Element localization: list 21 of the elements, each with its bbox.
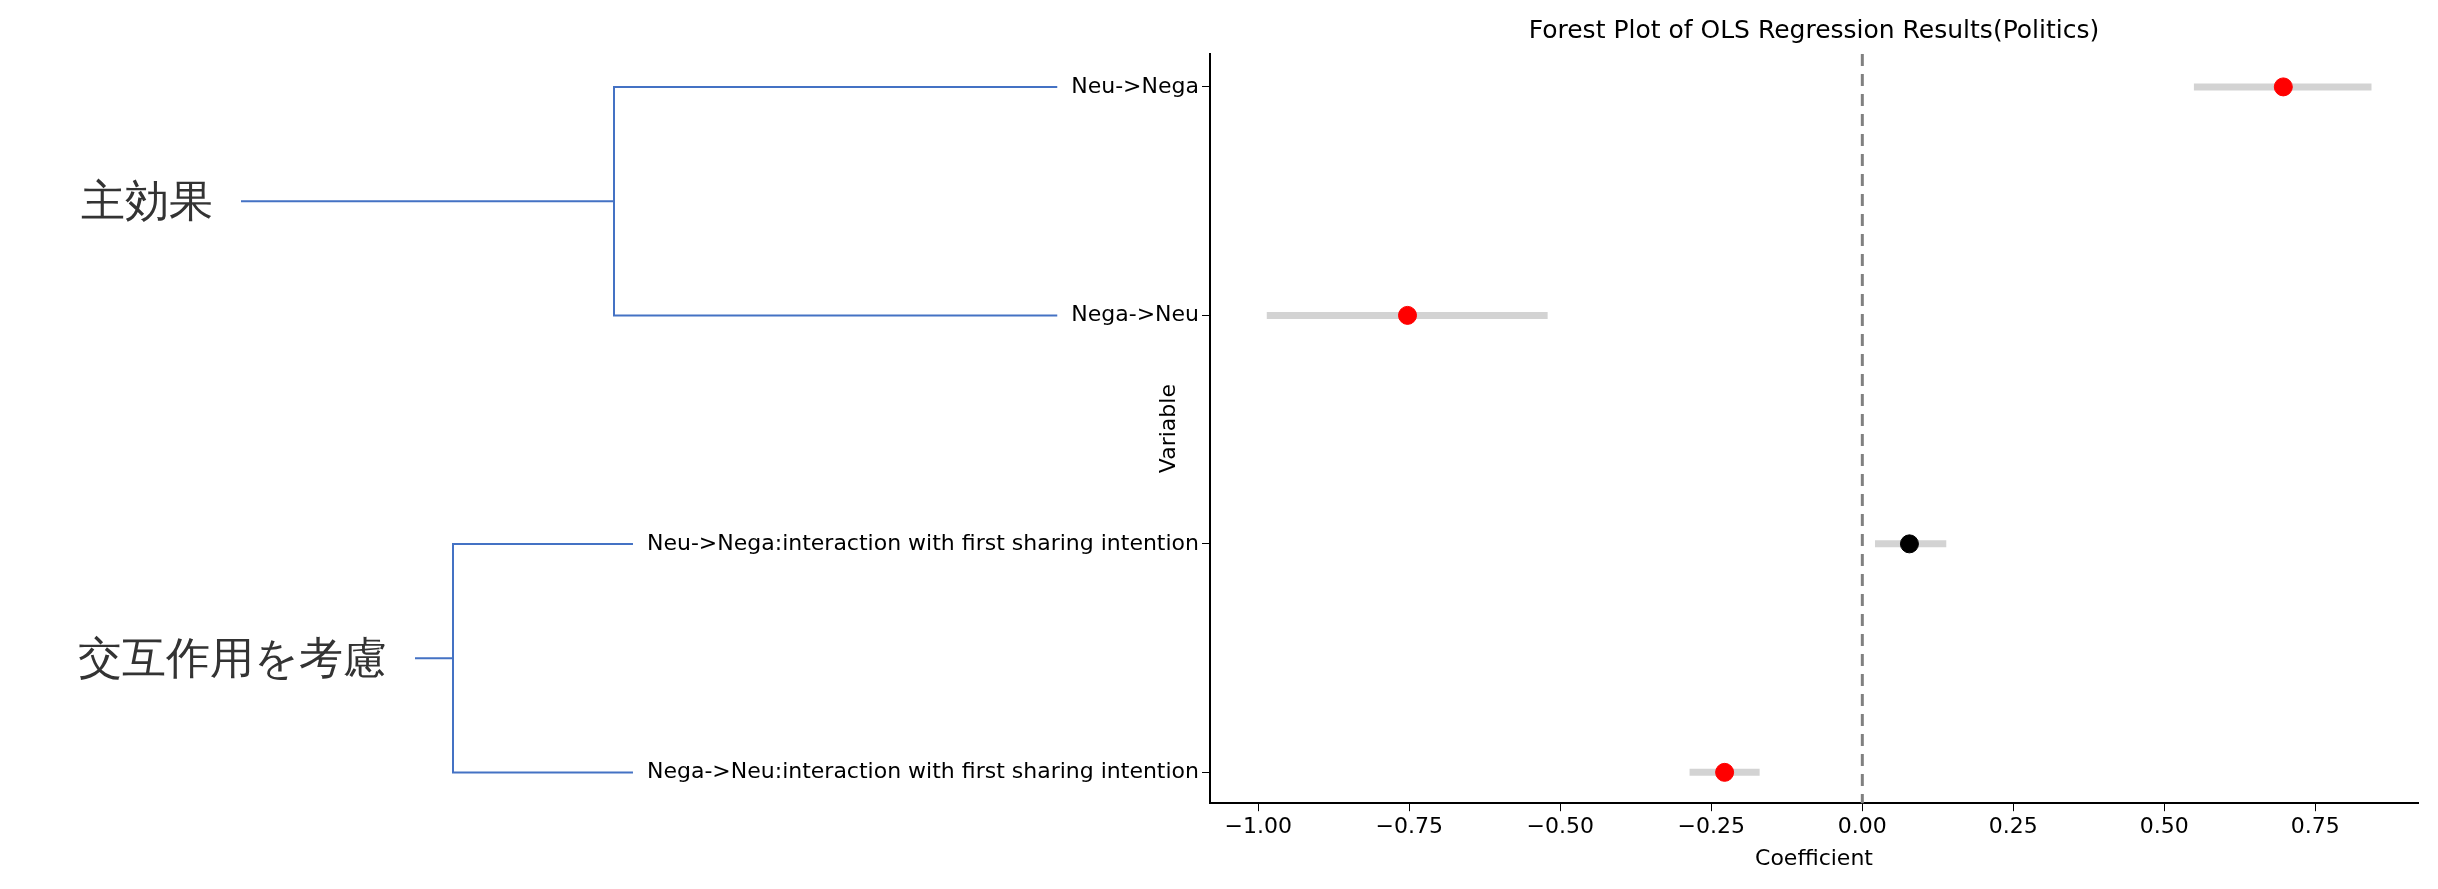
text: 主効果 bbox=[81, 174, 213, 229]
x-tick-label: 0.25 bbox=[1988, 813, 2038, 839]
point bbox=[1899, 534, 1919, 554]
x-tick-label: 0.75 bbox=[2290, 813, 2340, 839]
y-tick-label: Nega->Neu:interaction with first sharing intention bbox=[646, 758, 1199, 784]
point bbox=[1715, 762, 1735, 782]
x-axis-title: Coefficient bbox=[1755, 844, 1874, 870]
chart-title: Forest Plot of OLS Regression Results(Politics) bbox=[1528, 15, 2100, 44]
x-tick-label: 0.00 bbox=[1837, 813, 1887, 839]
y-tick-label: Neu->Nega:interaction with first sharing intention bbox=[646, 529, 1199, 555]
point bbox=[1398, 305, 1418, 325]
x-tick-label: −0.75 bbox=[1375, 813, 1444, 839]
y-tick-label: Neu->Nega bbox=[1071, 72, 1199, 98]
x-tick-label: −0.25 bbox=[1677, 813, 1746, 839]
y-axis-title: Variable bbox=[1154, 384, 1180, 474]
point bbox=[2273, 77, 2293, 97]
text: 交互作用を考慮 bbox=[78, 631, 387, 686]
y-tick-label: Nega->Neu bbox=[1071, 301, 1199, 327]
x-tick-label: 0.50 bbox=[2139, 813, 2189, 839]
x-tick-label: −1.00 bbox=[1224, 813, 1293, 839]
x-tick-label: −0.50 bbox=[1526, 813, 1595, 839]
